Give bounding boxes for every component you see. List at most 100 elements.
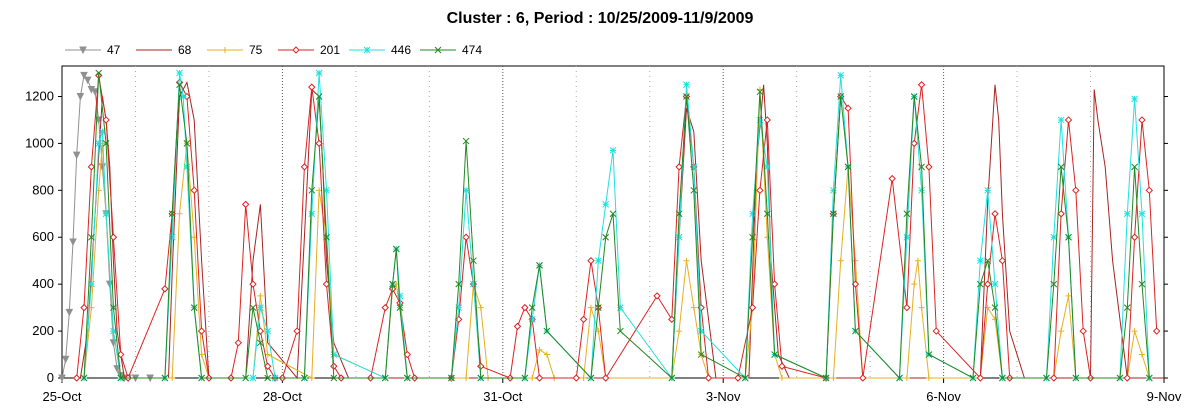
data-point-474 (1057, 163, 1065, 171)
data-point-474 (976, 280, 984, 288)
data-point-201 (197, 327, 206, 335)
data-point-446 (675, 233, 683, 241)
data-point-75 (308, 375, 315, 381)
data-point-75 (477, 304, 484, 311)
data-point-446 (396, 292, 404, 300)
data-point-474 (257, 339, 264, 347)
legend-marker-446 (363, 46, 371, 54)
data-point-474 (249, 304, 257, 311)
data-point-201 (579, 315, 588, 324)
data-point-75 (1131, 328, 1138, 335)
data-point-474 (830, 210, 837, 218)
data-point-446 (470, 280, 477, 288)
data-point-201 (102, 116, 110, 124)
legend-marker-47 (79, 46, 87, 55)
data-point-47 (91, 88, 99, 96)
data-point-446 (683, 81, 690, 89)
data-point-446 (690, 163, 698, 171)
data-point-446 (528, 315, 536, 323)
data-point-474 (925, 351, 933, 358)
data-point-474 (852, 327, 859, 335)
data-point-446 (1050, 233, 1058, 241)
data-point-474 (918, 163, 925, 171)
data-point-474 (903, 210, 911, 218)
data-point-201 (587, 256, 595, 265)
data-point-201 (770, 280, 779, 288)
data-point-201 (668, 315, 676, 324)
data-point-474 (1116, 374, 1124, 382)
data-point-75 (852, 257, 859, 264)
series-line-68 (79, 80, 1164, 380)
data-point-474 (844, 163, 852, 171)
chart-title: Cluster : 6, Period : 10/25/2009-11/9/20… (446, 10, 754, 27)
data-point-446 (830, 186, 837, 194)
data-point-75 (911, 281, 918, 288)
x-tick-label: 6-Nov (926, 389, 961, 404)
data-point-446 (102, 210, 110, 218)
legend-label-474: 474 (462, 43, 482, 57)
data-point-474 (389, 280, 396, 288)
data-point-47 (72, 151, 81, 160)
data-point-474 (837, 93, 845, 100)
data-point-201 (1050, 374, 1058, 382)
data-point-474 (301, 374, 308, 382)
data-point-201 (763, 116, 771, 124)
data-point-75 (1065, 292, 1072, 299)
data-point-47 (65, 308, 74, 317)
data-point-446 (249, 374, 257, 382)
data-point-474 (161, 374, 169, 382)
legend-label-201: 201 (320, 43, 340, 57)
data-point-201 (925, 163, 933, 171)
data-point-201 (161, 285, 169, 293)
data-point-474 (477, 374, 485, 382)
data-point-201 (117, 350, 125, 359)
data-point-474 (528, 304, 536, 311)
data-point-201 (72, 374, 81, 382)
data-point-201 (653, 292, 661, 300)
data-point-201 (462, 233, 470, 241)
data-point-474 (462, 137, 470, 145)
data-point-201 (1057, 210, 1065, 218)
data-point-47 (61, 355, 70, 364)
data-point-446 (756, 116, 764, 124)
data-point-201 (756, 186, 764, 195)
data-point-474 (1065, 233, 1072, 241)
data-point-474 (910, 93, 918, 100)
data-point-446 (594, 257, 602, 265)
y-tick-label: 800 (32, 182, 54, 197)
x-tick-label: 31-Oct (483, 389, 522, 404)
data-point-75 (463, 375, 470, 381)
data-point-75 (914, 257, 921, 264)
data-point-474 (323, 233, 330, 241)
data-point-474 (198, 374, 205, 382)
data-point-47 (105, 280, 114, 289)
data-point-75 (536, 346, 543, 353)
data-point-75 (837, 257, 844, 264)
data-point-201 (234, 339, 243, 347)
data-point-75 (918, 304, 925, 311)
data-point-474 (896, 374, 903, 382)
data-point-474 (1050, 280, 1058, 288)
data-point-446 (88, 280, 95, 288)
data-point-474 (176, 81, 183, 89)
legend-label-446: 446 (391, 43, 411, 57)
data-point-201 (381, 303, 389, 312)
data-point-446 (257, 304, 264, 311)
data-point-474 (969, 374, 977, 382)
data-point-47 (80, 71, 88, 80)
series-line-446 (83, 72, 1150, 380)
data-point-446 (616, 304, 624, 311)
data-point-474 (448, 374, 455, 382)
y-tick-label: 200 (32, 323, 54, 338)
data-point-474 (110, 304, 117, 311)
data-point-474 (668, 374, 676, 382)
data-point-201 (844, 104, 852, 112)
data-point-446 (991, 280, 999, 288)
data-point-201 (330, 362, 338, 370)
legend-marker-201 (292, 46, 300, 54)
data-point-201 (991, 210, 999, 218)
data-point-446 (179, 93, 187, 100)
data-point-474 (543, 327, 551, 335)
data-point-75 (543, 351, 550, 358)
data-point-446 (315, 69, 323, 77)
